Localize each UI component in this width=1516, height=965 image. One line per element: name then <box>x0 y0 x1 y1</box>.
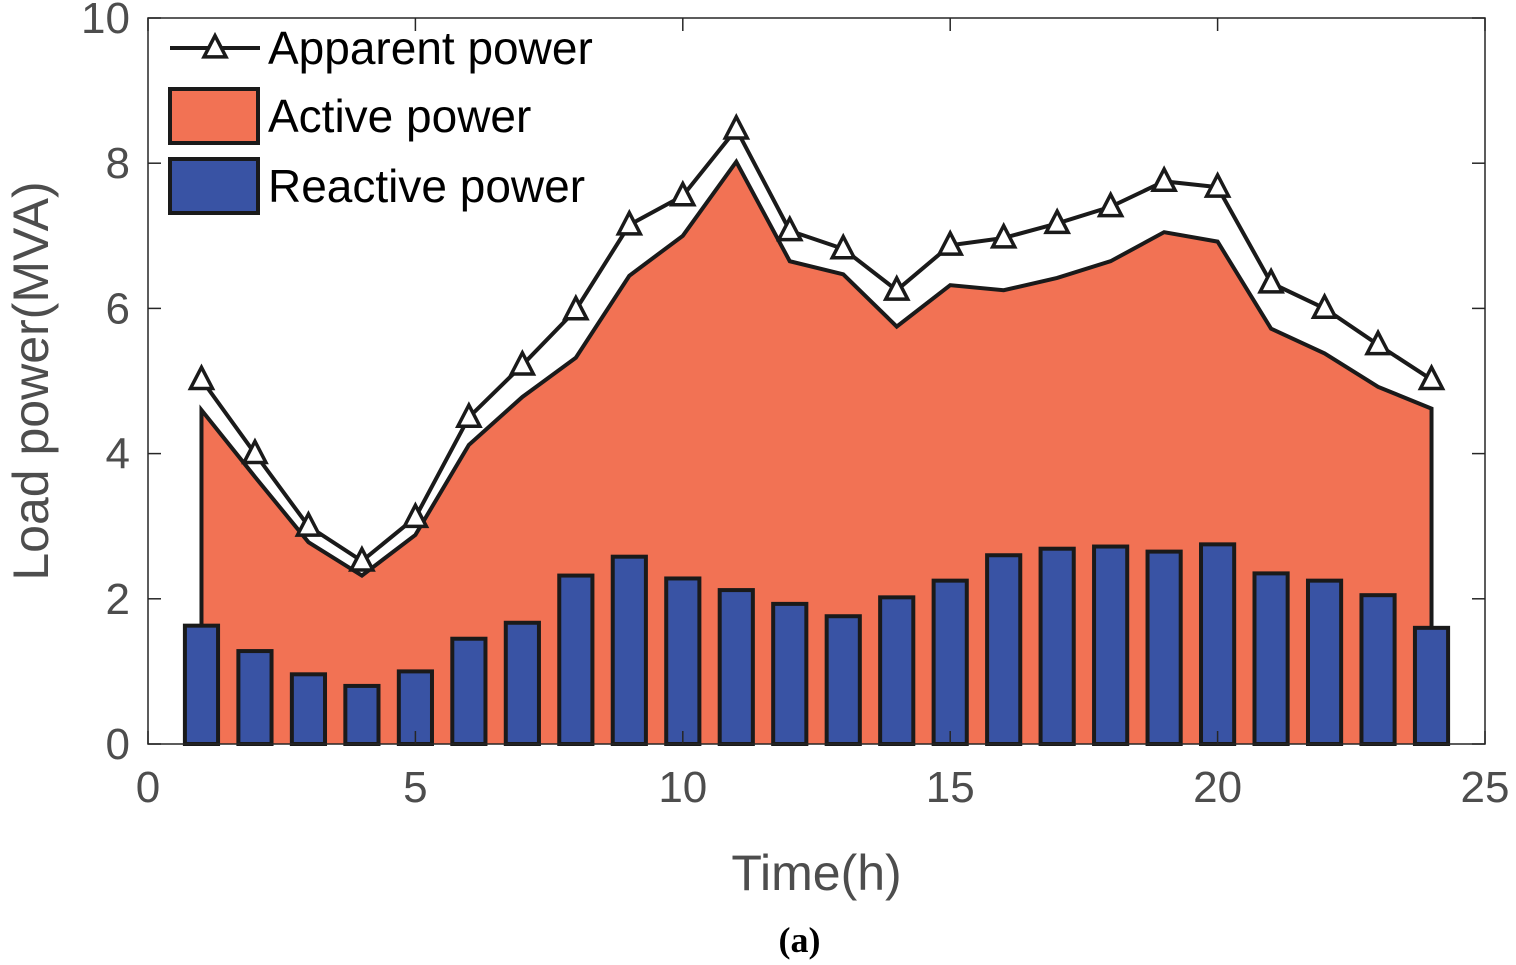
figure-caption: (a) <box>779 920 821 960</box>
apparent-power-line-layer <box>187 113 1446 572</box>
reactive-power-bar-22 <box>1305 578 1344 747</box>
apparent-power-point-21 <box>1257 266 1285 294</box>
reactive-power-bar-13 <box>824 614 862 746</box>
axes: 0 5 10 15 20 25 0 2 4 6 8 10 <box>81 0 1509 812</box>
apparent-power-point-11 <box>722 113 751 140</box>
y-tick-label-0: 0 <box>106 720 130 769</box>
x-tick-label-0: 0 <box>136 763 160 812</box>
apparent-power-point-13 <box>829 232 858 260</box>
reactive-power-bar-23 <box>1359 593 1397 746</box>
reactive-power-bar-16 <box>985 553 1023 746</box>
reactive-power-bar-7 <box>503 620 541 746</box>
axes-box <box>147 17 1486 745</box>
legend: Apparent power Active power Reactive power <box>168 22 593 215</box>
x-tick-label-25: 25 <box>1461 763 1510 812</box>
reactive-power-bar-19 <box>1145 549 1183 746</box>
reactive-power-bar-3 <box>289 672 328 747</box>
apparent-power-point-6 <box>454 401 483 428</box>
reactive-power-bar-8 <box>557 573 595 746</box>
reactive-power-bar-4 <box>343 683 381 746</box>
legend-label-apparent-power: Apparent power <box>268 22 593 74</box>
reactive-power-bar-20 <box>1199 542 1237 746</box>
legend-label-reactive-power: Reactive power <box>268 160 585 212</box>
apparent-power-point-23 <box>1364 328 1392 356</box>
reactive-power-bar-10 <box>664 576 702 746</box>
apparent-power-point-4 <box>348 544 376 572</box>
y-tick-label-8: 8 <box>106 139 130 188</box>
apparent-power-point-24 <box>1417 363 1446 391</box>
apparent-power-point-22 <box>1310 292 1339 320</box>
reactive-power-bar-2 <box>236 649 274 747</box>
apparent-power-point-8 <box>561 293 590 321</box>
reactive-power-bar-17 <box>1038 546 1076 746</box>
apparent-power-point-14 <box>882 274 911 301</box>
x-tick-label-15: 15 <box>926 763 975 812</box>
apparent-power-point-20 <box>1203 171 1232 198</box>
apparent-power-point-7 <box>508 348 537 376</box>
apparent-power-point-17 <box>1043 207 1072 235</box>
legend-swatch-apparent-marker <box>201 31 229 59</box>
apparent-power-point-16 <box>989 221 1018 249</box>
reactive-power-bar-11 <box>717 588 755 747</box>
y-tick-label-4: 4 <box>106 430 130 479</box>
reactive-power-bar-14 <box>878 595 916 747</box>
apparent-power-point-5 <box>401 501 430 529</box>
reactive-power-bar-6 <box>450 636 488 746</box>
x-tick-label-10: 10 <box>658 763 707 812</box>
apparent-power-point-15 <box>936 229 965 256</box>
x-tick-label-20: 20 <box>1193 763 1242 812</box>
reactive-power-bar-12 <box>771 601 809 747</box>
reactive-power-bar-9 <box>610 554 648 747</box>
apparent-power-point-3 <box>294 510 323 537</box>
apparent-power-point-9 <box>615 208 644 236</box>
reactive-power-bar-21 <box>1252 571 1290 747</box>
reactive-power-bar-24 <box>1412 625 1451 747</box>
x-tick-label-5: 5 <box>403 763 427 812</box>
y-tick-label-6: 6 <box>106 284 130 333</box>
y-axis-title: Load power(MVA) <box>3 181 59 580</box>
reactive-power-bar-15 <box>931 578 969 747</box>
apparent-power-point-2 <box>241 437 269 465</box>
apparent-power-point-10 <box>668 179 697 207</box>
legend-label-active-power: Active power <box>268 90 531 142</box>
apparent-power-point-12 <box>775 214 804 242</box>
x-axis-title: Time(h) <box>731 845 901 901</box>
apparent-power-point-18 <box>1096 190 1125 218</box>
reactive-power-bar-1 <box>182 623 221 746</box>
y-tick-label-2: 2 <box>106 575 130 624</box>
apparent-power-point-19 <box>1150 165 1179 193</box>
y-tick-label-10: 10 <box>81 0 130 43</box>
legend-swatch-area <box>168 87 260 145</box>
apparent-power-point-1 <box>187 363 216 391</box>
reactive-power-bar-18 <box>1092 544 1130 747</box>
legend-swatch-bar <box>168 157 260 215</box>
